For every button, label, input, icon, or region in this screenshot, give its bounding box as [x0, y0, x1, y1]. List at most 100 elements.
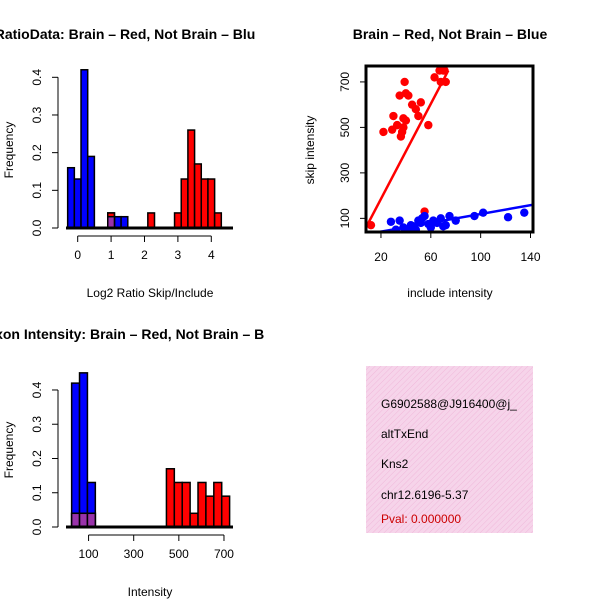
scatter-point-brain	[399, 123, 408, 132]
ratio-histogram-x-tick-label: 0	[74, 248, 81, 262]
ratio-histogram-x-axis: 0 1 2 3 4	[74, 235, 215, 262]
ratio-histogram-bars	[66, 69, 223, 229]
scatter-point-not-brain	[451, 216, 460, 225]
scatter-plot-box	[364, 64, 535, 234]
exon-histogram-bars	[70, 372, 231, 528]
scatter-point-brain	[424, 120, 433, 130]
ratio-histogram-bar-brain	[207, 178, 216, 229]
scatter-x-tick-label: 140	[520, 250, 540, 264]
ratio-histogram-bar-brain	[213, 212, 223, 229]
scatter-point-not-brain	[520, 208, 529, 217]
ratio-histogram-x-tick-label: 4	[208, 248, 215, 262]
scatter-point-not-brain	[411, 225, 421, 232]
ratio-histogram-bar-brain	[200, 178, 209, 229]
scatter-point-brain	[441, 77, 450, 87]
info-panel-background	[366, 366, 533, 533]
exon-histogram-bar-brain	[213, 481, 223, 528]
probe-id-text: G6902588@J916400@j_	[381, 397, 517, 411]
ratio-histogram-ylabel: Frequency	[2, 122, 16, 179]
scatter-point-brain	[440, 66, 449, 75]
scatter-x-tick-label: 60	[424, 250, 438, 264]
scatter-point-brain	[389, 111, 398, 121]
ratio-histogram-xlabel: Log2 Ratio Skip/Include	[87, 286, 214, 300]
scatter-y-tick-label: 700	[338, 72, 352, 92]
gene-name-text: Kns2	[381, 457, 409, 471]
ratio-histogram-bar-not-brain	[80, 69, 89, 229]
scatter-point-brain	[404, 91, 413, 100]
exon-histogram-y-tick-label: 0.0	[30, 518, 44, 535]
ratio-histogram-y-tick-label: 0.2	[30, 144, 44, 161]
exon-histogram-y-axis: 0.0 0.1 0.2 0.3 0.4	[30, 381, 59, 535]
exon-histogram-y-tick-label: 0.3	[30, 416, 44, 433]
scatter-point-brain	[401, 116, 411, 125]
scatter-point-brain	[411, 105, 421, 114]
scatter-point-brain	[400, 77, 409, 87]
scatter-point-not-brain	[426, 223, 436, 232]
ratio-histogram-x-tick-label: 1	[108, 248, 115, 262]
exon-histogram-y-tick-label: 0.1	[30, 484, 44, 501]
scatter-y-axis: 100 300 500 700	[338, 72, 366, 228]
ratio-histogram-panel: RatioData: Brain – Red, Not Brain – Blu …	[0, 26, 255, 300]
ratio-histogram-y-tick-label: 0.4	[30, 69, 44, 86]
scatter-point-not-brain	[478, 208, 488, 217]
exon-histogram-bar-brain	[189, 512, 199, 528]
exon-histogram-bar-brain	[205, 495, 215, 528]
location-text: chr12.6196-5.37	[381, 488, 469, 502]
exon-histogram-bar-overlap	[78, 512, 89, 528]
ratio-histogram-bar-overlap	[107, 215, 116, 229]
scatter-point-not-brain	[420, 211, 429, 221]
ratio-histogram-bar-brain	[147, 212, 156, 229]
scatter-point-brain	[416, 98, 426, 107]
exon-histogram-bar-not-brain	[78, 372, 89, 528]
exon-histogram-bar-brain	[181, 481, 191, 528]
exon-histogram-x-axis: 100 300 500 700	[79, 534, 234, 561]
exon-histogram-x-tick-label: 500	[169, 547, 189, 561]
ratio-histogram-bar-not-brain	[66, 166, 76, 229]
scatter-ylabel: skip intensity	[303, 116, 317, 185]
scatter-point-not-brain	[395, 216, 404, 225]
scatter-point-not-brain	[386, 217, 396, 226]
ratio-histogram-y-axis: 0.0 0.1 0.2 0.3 0.4	[30, 69, 59, 236]
scatter-point-brain	[366, 220, 376, 230]
scatter-point-brain	[414, 111, 423, 121]
exon-histogram-bar-overlap	[70, 512, 81, 528]
scatter-point-brain	[430, 73, 439, 82]
scatter-y-tick-label: 100	[338, 208, 352, 228]
exon-histogram-ylabel: Frequency	[2, 422, 16, 479]
ratio-histogram-y-tick-label: 0.3	[30, 106, 44, 123]
exon-histogram-bar-brain	[220, 495, 231, 528]
exon-histogram-bar-brain	[165, 468, 176, 528]
scatter-x-tick-label: 20	[374, 250, 388, 264]
exon-histogram-x-tick-label: 700	[214, 547, 234, 561]
ratio-histogram-title: RatioData: Brain – Red, Not Brain – Blu	[0, 26, 255, 42]
ratio-histogram-bar-not-brain	[113, 215, 122, 229]
scatter-point-not-brain	[436, 214, 445, 223]
scatter-y-tick-label: 300	[338, 163, 352, 183]
scatter-fit-line-brain	[366, 69, 450, 229]
exon-histogram-title: Exon Intensity: Brain – Red, Not Brain –…	[0, 326, 264, 342]
scatter-point-not-brain	[441, 220, 450, 230]
scatter-y-tick-label: 500	[338, 117, 352, 137]
ratio-histogram-bar-not-brain	[120, 215, 129, 229]
scatter-point-not-brain	[391, 225, 401, 232]
event-type-text: altTxEnd	[381, 427, 428, 441]
ratio-histogram-bar-brain	[173, 212, 182, 229]
pval-text: Pval: 0.000000	[381, 512, 461, 526]
scatter-xlabel: include intensity	[407, 286, 492, 300]
exon-histogram-bar-not-brain	[70, 382, 81, 528]
ratio-histogram-bar-not-brain	[86, 155, 96, 229]
scatter-point-not-brain	[503, 213, 513, 222]
scatter-x-tick-label: 100	[471, 250, 491, 264]
exon-histogram-y-tick-label: 0.4	[30, 381, 44, 398]
scatter-point-not-brain	[470, 211, 479, 221]
scatter-point-brain	[379, 127, 388, 137]
scatter-title: Brain – Red, Not Brain – Blue	[353, 26, 548, 42]
exon-histogram-bar-overlap	[86, 512, 97, 528]
exon-histogram-x-tick-label: 100	[79, 547, 99, 561]
exon-histogram-x-tick-label: 300	[124, 547, 144, 561]
ratio-histogram-bar-not-brain	[73, 178, 82, 229]
ratio-histogram-x-tick-label: 2	[141, 248, 148, 262]
ratio-histogram-x-tick-label: 3	[175, 248, 182, 262]
exon-intensity-histogram-panel: Exon Intensity: Brain – Red, Not Brain –…	[0, 326, 264, 599]
